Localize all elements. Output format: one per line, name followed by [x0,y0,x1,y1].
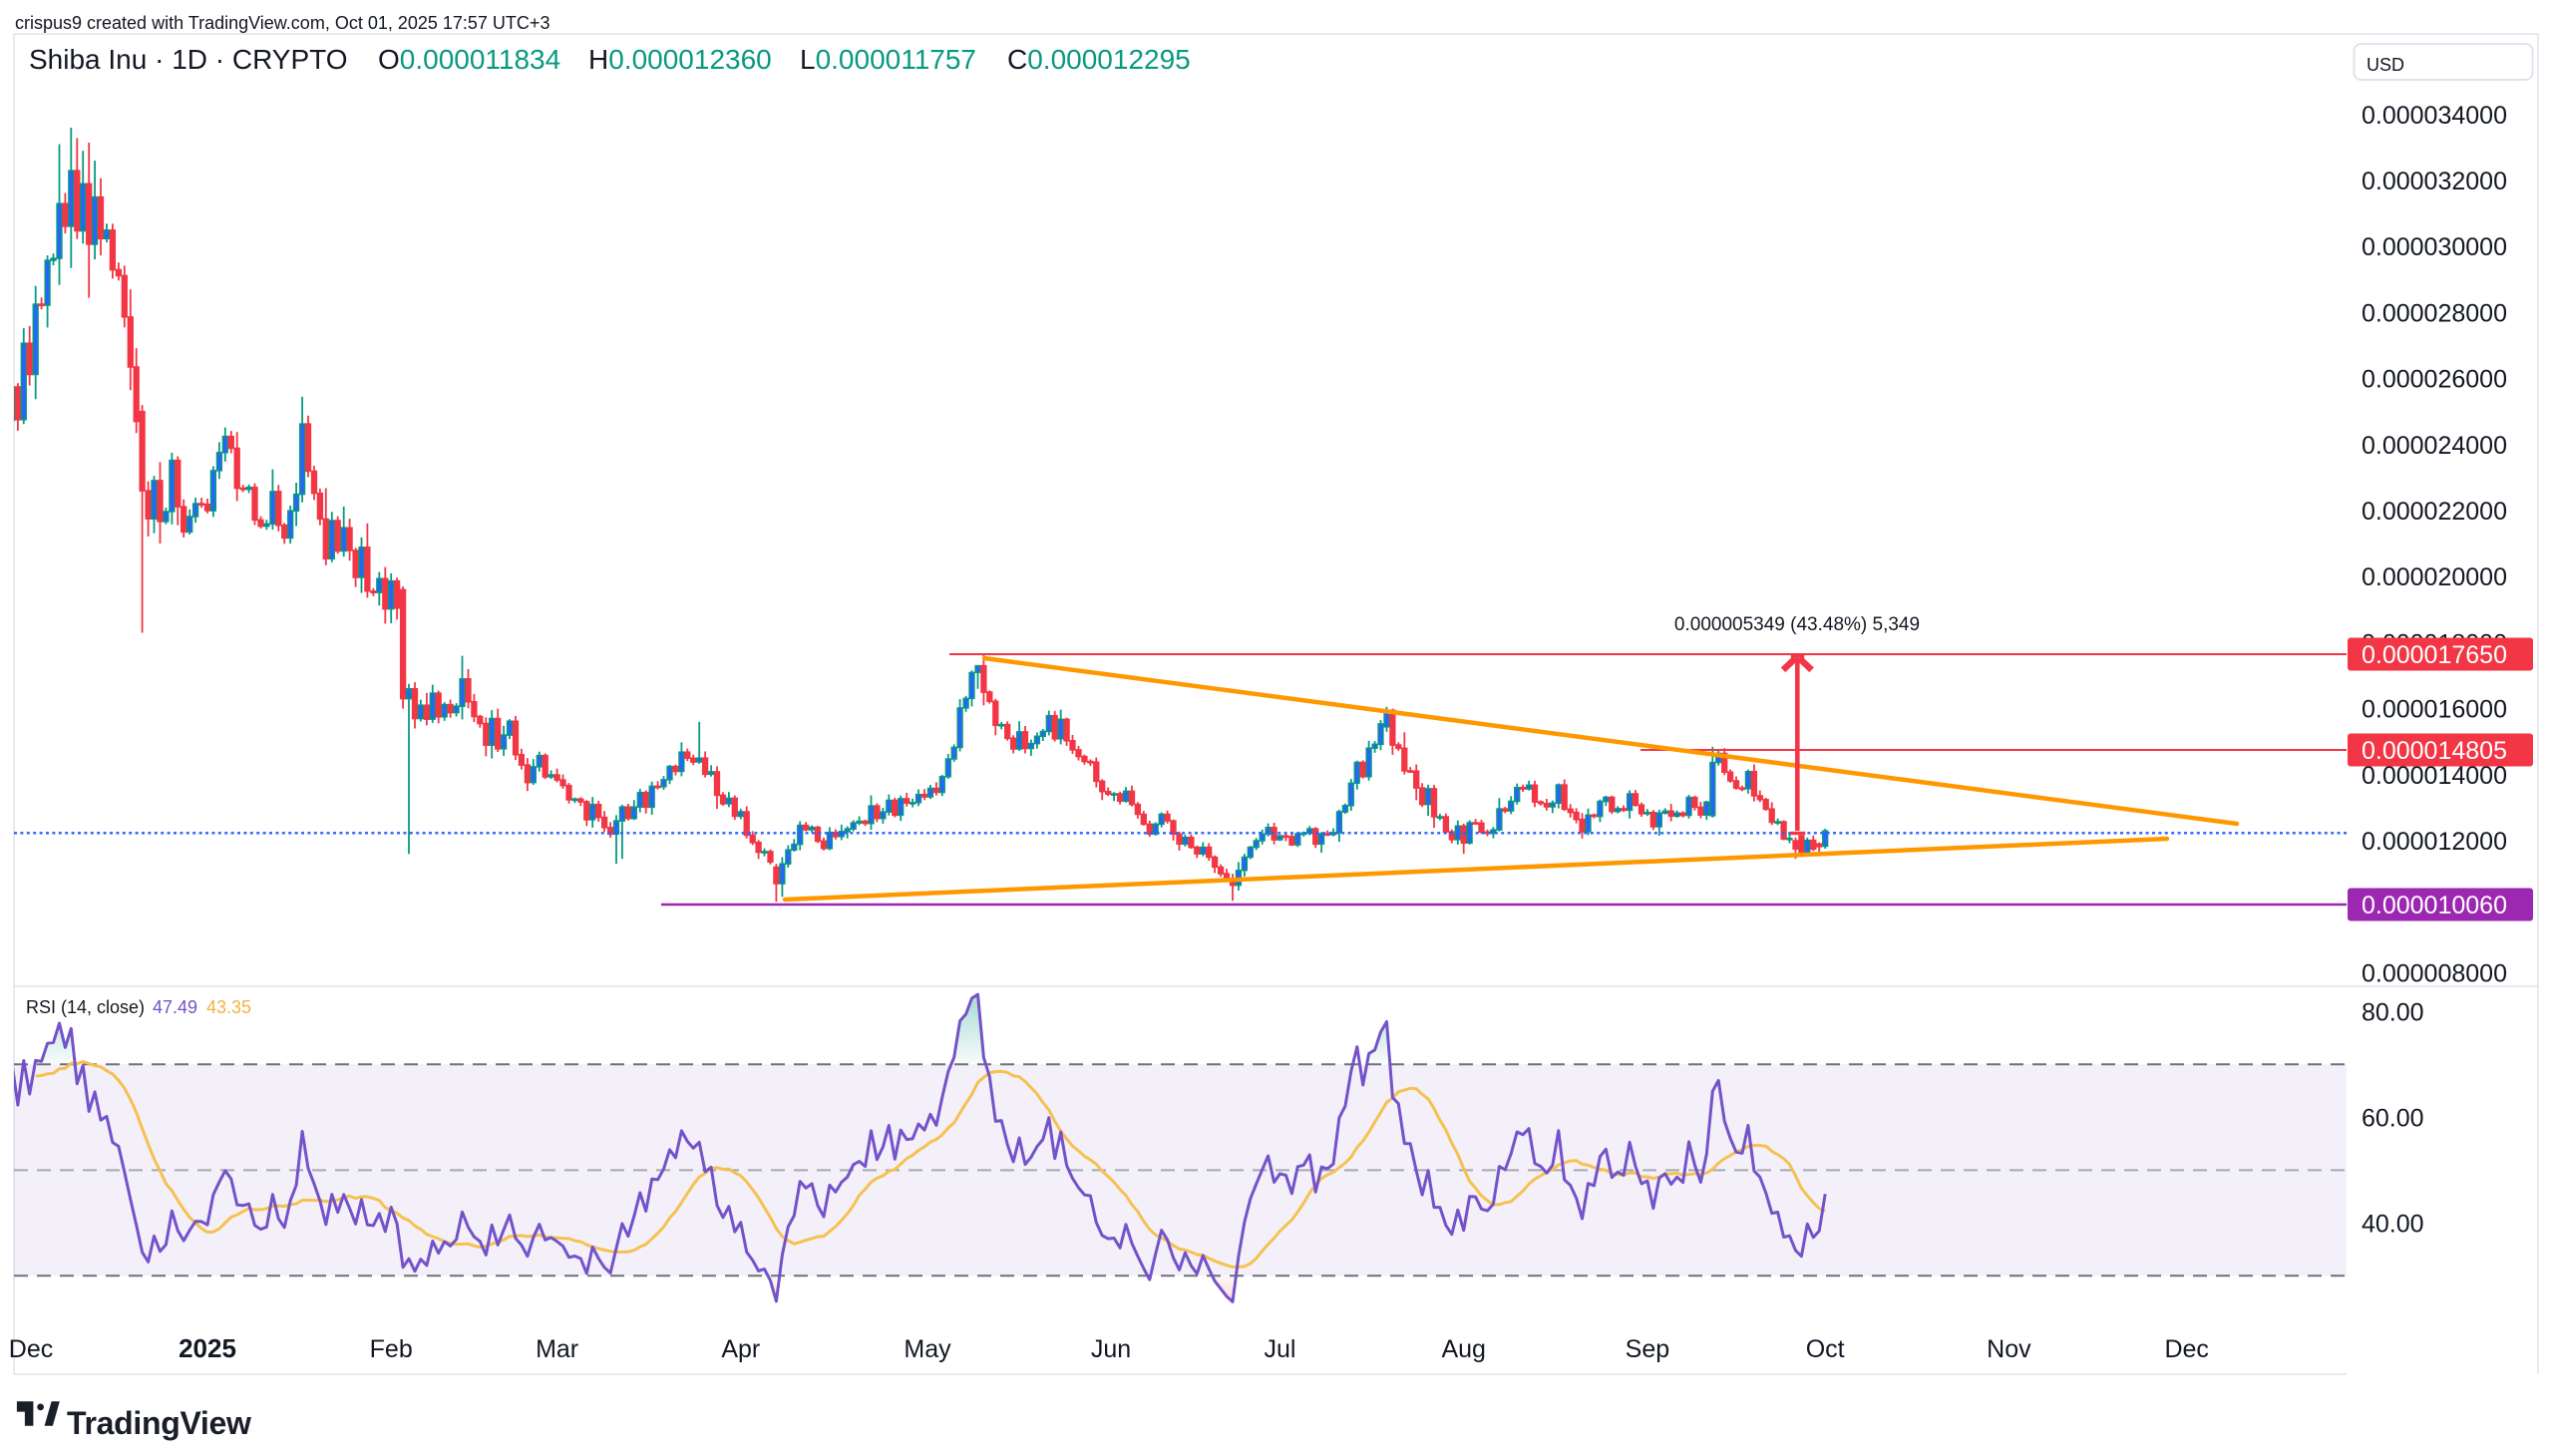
svg-text:Sep: Sep [1626,1335,1669,1363]
svg-text:0.000005349 (43.48%) 5,349: 0.000005349 (43.48%) 5,349 [1674,614,1920,635]
svg-text:Dec: Dec [2164,1335,2208,1363]
svg-text:L0.000011757: L0.000011757 [800,44,976,75]
svg-text:0.000024000: 0.000024000 [2362,432,2507,460]
svg-text:O0.000011834: O0.000011834 [378,44,560,75]
svg-text:0.000034000: 0.000034000 [2362,102,2507,130]
svg-text:0.000014805: 0.000014805 [2362,737,2507,765]
svg-text:0.000010060: 0.000010060 [2362,892,2507,919]
svg-text:0.000016000: 0.000016000 [2362,696,2507,724]
svg-text:60.00: 60.00 [2362,1104,2424,1132]
svg-text:crispus9 created with TradingV: crispus9 created with TradingView.com, O… [15,13,549,33]
svg-text:H0.000012360: H0.000012360 [588,44,772,75]
svg-text:USD: USD [2367,55,2404,75]
svg-text:Shiba Inu · 1D · CRYPTO: Shiba Inu · 1D · CRYPTO [29,44,348,75]
svg-text:Nov: Nov [1987,1335,2031,1363]
svg-text:Mar: Mar [536,1335,578,1363]
svg-text:0.000030000: 0.000030000 [2362,233,2507,261]
svg-text:C0.000012295: C0.000012295 [1007,44,1191,75]
svg-text:RSI (14, close): RSI (14, close) [26,997,145,1017]
svg-text:0.000032000: 0.000032000 [2362,168,2507,195]
svg-text:80.00: 80.00 [2362,998,2424,1026]
svg-text:Jul: Jul [1265,1335,1296,1363]
svg-text:Aug: Aug [1441,1335,1485,1363]
svg-text:0.000017650: 0.000017650 [2362,641,2507,669]
svg-text:TradingView: TradingView [67,1405,251,1441]
svg-text:0.000020000: 0.000020000 [2362,563,2507,591]
svg-text:Dec: Dec [9,1335,53,1363]
svg-text:0.000012000: 0.000012000 [2362,828,2507,856]
svg-text:Oct: Oct [1806,1335,1845,1363]
svg-text:47.49: 47.49 [153,997,197,1017]
svg-text:2025: 2025 [179,1333,236,1363]
svg-text:43.35: 43.35 [206,997,251,1017]
svg-text:0.000022000: 0.000022000 [2362,498,2507,526]
svg-text:0.000008000: 0.000008000 [2362,959,2507,987]
svg-text:0.000028000: 0.000028000 [2362,299,2507,327]
svg-text:Feb: Feb [370,1335,413,1363]
svg-text:0.000026000: 0.000026000 [2362,366,2507,394]
svg-text:May: May [904,1335,951,1363]
svg-text:40.00: 40.00 [2362,1210,2424,1238]
svg-text:Jun: Jun [1091,1335,1131,1363]
svg-text:Apr: Apr [721,1335,760,1363]
